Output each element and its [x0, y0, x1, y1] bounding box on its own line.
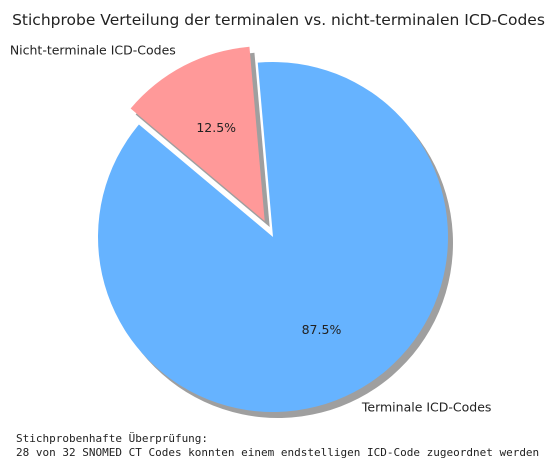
slice-label-terminale-icd-codes: Terminale ICD-Codes: [361, 400, 492, 415]
pie-slice-nicht-terminale-icd-codes: [130, 46, 265, 222]
slice-label-nicht-terminale-icd-codes: Nicht-terminale ICD-Codes: [10, 42, 176, 57]
chart-title: Stichprobe Verteilung der terminalen vs.…: [12, 11, 545, 29]
output-line-1: Stichprobenhafte Überprüfung:: [16, 432, 209, 445]
output-text: Stichprobenhafte Überprüfung: 28 von 32 …: [16, 432, 539, 460]
pie-chart: Stichprobe Verteilung der terminalen vs.…: [10, 11, 545, 418]
pct-label-terminale-icd-codes: 87.5%: [302, 322, 342, 337]
pie-slice-terminale-icd-codes: [97, 62, 448, 412]
output-line-2: 28 von 32 SNOMED CT Codes konnten einem …: [16, 446, 540, 459]
pct-label-nicht-terminale-icd-codes: 12.5%: [196, 120, 236, 135]
